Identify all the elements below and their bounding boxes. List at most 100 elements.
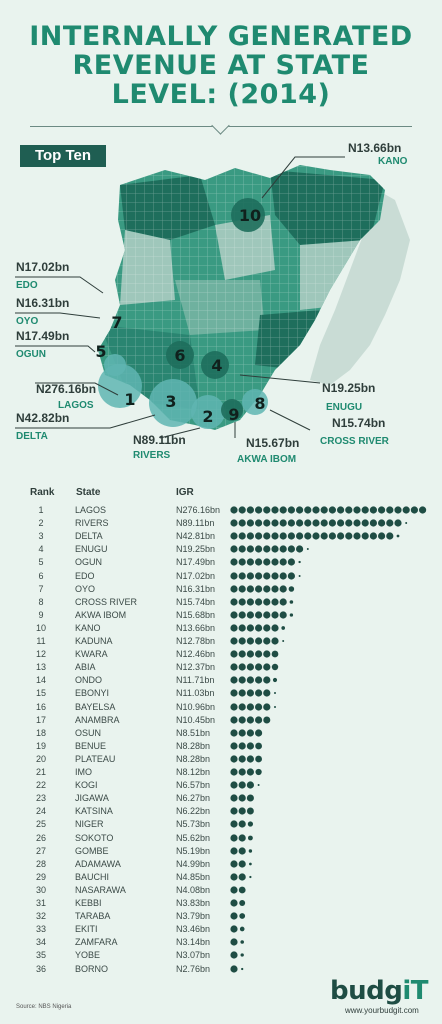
igr-dot (238, 663, 246, 671)
igr-dot (345, 532, 353, 540)
igr-dot (263, 506, 271, 514)
igr-dot (279, 558, 287, 566)
igr-dot (255, 715, 263, 724)
row-igr: N11.03bn (176, 688, 215, 699)
row-igr: N8.12bn (176, 767, 211, 777)
bubble-edo (166, 341, 194, 369)
igr-dot (230, 676, 238, 684)
row-state: JIGAWA (75, 793, 109, 804)
callout-oyo-state: OYO (16, 316, 38, 327)
igr-dot (230, 742, 238, 750)
row-rank: 1 (38, 505, 44, 515)
igr-dot (263, 676, 271, 684)
igr-dot (238, 624, 246, 632)
row-state: NASARAWA (75, 884, 126, 895)
igr-dot (271, 532, 279, 540)
igr-dot (255, 519, 263, 527)
igr-dot (230, 964, 238, 973)
table-row: 29 BAUCHI N4.85bn (0, 871, 442, 883)
row-igr: N6.57bn (176, 780, 211, 791)
igr-dot (255, 611, 263, 619)
igr-dot-partial (282, 640, 285, 642)
row-rank: 18 (35, 727, 46, 738)
igr-dot (246, 558, 254, 566)
igr-dot (230, 912, 238, 920)
igr-dot (263, 571, 271, 580)
row-rank: 25 (35, 819, 46, 830)
table-row: 14 ONDO N11.71bn (0, 674, 442, 686)
igr-dot-partial (255, 768, 262, 776)
row-dot-bar (230, 519, 408, 527)
row-igr: N4.08bn (176, 884, 211, 895)
igr-dot-partial (298, 561, 301, 564)
row-dot-bar (230, 558, 301, 566)
row-state: ZAMFARA (75, 937, 118, 948)
igr-dot (238, 846, 246, 855)
callout-oyo-value: N16.31bn (16, 296, 69, 310)
row-igr: N89.11bn (176, 518, 215, 529)
igr-dot (238, 598, 246, 606)
igr-dot (271, 611, 279, 619)
igr-dot-partial (249, 862, 252, 866)
igr-dot (230, 925, 238, 933)
igr-dot (230, 873, 238, 881)
igr-dot (361, 506, 369, 514)
igr-dot (255, 663, 263, 671)
row-dot-bar (230, 742, 262, 750)
igr-dot (230, 637, 238, 645)
igr-dot (328, 519, 336, 527)
igr-dot-partial (272, 678, 278, 683)
logo-main: budg (330, 976, 403, 1006)
igr-dot (279, 545, 287, 553)
row-igr: N16.31bn (176, 583, 216, 594)
row-state: OYO (75, 583, 96, 594)
igr-dot (255, 650, 263, 658)
row-state: BAYELSA (75, 701, 116, 712)
igr-dot (238, 689, 246, 697)
row-dot-bar (230, 860, 252, 868)
row-dot-bar (230, 938, 244, 946)
row-rank: 7 (38, 583, 44, 594)
igr-dot (246, 532, 254, 540)
row-rank: 4 (38, 544, 44, 555)
igr-dot (271, 545, 279, 553)
row-dot-bar (230, 964, 244, 973)
table-row: 3 DELTA N42.81bn (0, 530, 442, 542)
row-rank: 5 (38, 557, 44, 568)
row-rank: 23 (35, 793, 46, 804)
igr-dot (304, 519, 312, 527)
table-row: 13 ABIA N12.37bn (0, 661, 442, 673)
igr-dot (230, 820, 238, 828)
row-state: PLATEAU (75, 753, 116, 764)
map-number-cross-river: 8 (254, 394, 265, 413)
callout-enugu-value: N19.25bn (322, 381, 375, 395)
row-dot-bar (230, 794, 254, 802)
igr-dot (271, 584, 279, 593)
igr-dot (230, 729, 238, 737)
row-rank: 30 (35, 884, 46, 895)
callout-enugu-state: ENUGU (326, 402, 362, 413)
row-state: ANAMBRA (75, 714, 120, 725)
igr-dot (238, 545, 246, 553)
igr-dot (230, 689, 238, 697)
row-dot-bar (230, 925, 245, 933)
table-row: 8 CROSS RIVER N15.74bn (0, 596, 442, 608)
igr-dot (296, 506, 304, 514)
igr-dot (230, 611, 238, 619)
callout-rivers-value: N89.11bn (133, 433, 186, 447)
row-state: KATSINA (75, 806, 113, 817)
igr-dot (255, 637, 263, 645)
igr-dot (246, 742, 254, 750)
table-row: 2 RIVERS N89.11bn (0, 517, 442, 529)
igr-dot (230, 584, 238, 593)
table-row: 22 KOGI N6.57bn (0, 779, 442, 791)
igr-dot (238, 807, 246, 815)
igr-dot (345, 519, 353, 527)
table-row: 15 EBONYI N11.03bn (0, 687, 442, 699)
row-dot-bar (230, 663, 279, 671)
igr-dot (279, 519, 287, 527)
igr-dot-partial (281, 626, 286, 630)
row-state: OGUN (75, 557, 102, 568)
igr-dot (296, 519, 304, 527)
map-number-delta: 3 (165, 392, 176, 411)
